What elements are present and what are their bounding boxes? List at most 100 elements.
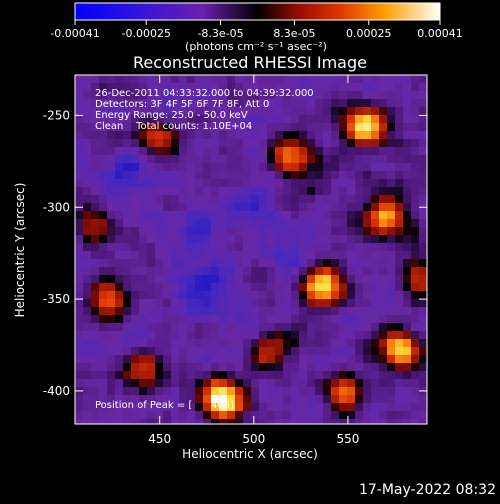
heatmap-cell [163,283,172,292]
heatmap-cell [371,139,380,148]
heatmap-cell [291,379,300,388]
heatmap-cell [75,147,84,156]
heatmap-cell [259,379,268,388]
heatmap-cell [315,163,324,172]
heatmap-cell [387,91,396,100]
heatmap-cell [419,83,427,92]
heatmap-cell [315,259,324,268]
heatmap-cell [283,259,292,268]
heatmap-cell [355,283,364,292]
heatmap-cell [379,387,388,396]
heatmap-cell [355,235,364,244]
heatmap-cell [131,419,140,424]
heatmap-cell [75,195,84,204]
heatmap-cell [411,307,420,316]
heatmap-cell [147,251,156,260]
heatmap-cell [347,323,356,332]
heatmap-cell [419,219,427,228]
heatmap-cell [307,131,316,140]
heatmap-cell [203,339,212,348]
heatmap-cell [99,243,108,252]
heatmap-cell [411,403,420,412]
heatmap-cell [123,147,132,156]
heatmap-cell [299,179,308,188]
heatmap-cell [371,323,380,332]
heatmap-cell [251,331,260,340]
heatmap-cell [371,171,380,180]
heatmap-cell [339,355,348,364]
heatmap-cell [99,323,108,332]
heatmap-cell [187,355,196,364]
heatmap-cell [139,371,148,380]
y-tick-label: -350 [43,292,70,306]
heatmap-cell [283,219,292,228]
heatmap-cell [115,323,124,332]
heatmap-cell [371,283,380,292]
heatmap-cell [163,195,172,204]
heatmap-cell [227,315,236,324]
heatmap-cell [195,107,204,116]
heatmap-cell [307,155,316,164]
heatmap-cell [227,147,236,156]
heatmap-cell [83,259,92,268]
heatmap-cell [91,251,100,260]
heatmap-cell [155,163,164,172]
heatmap-cell [131,355,140,364]
heatmap-cell [139,83,148,92]
heatmap-cell [83,75,92,84]
heatmap-cell [203,299,212,308]
heatmap-cell [235,347,244,356]
heatmap-cell [275,291,284,300]
heatmap-cell [419,267,427,276]
heatmap-cell [171,379,180,388]
heatmap-cell [379,267,388,276]
heatmap-cell [211,315,220,324]
heatmap-cell [211,299,220,308]
heatmap-cell [147,83,156,92]
heatmap-cell [347,387,356,396]
heatmap-cell [75,291,84,300]
heatmap-cell [299,147,308,156]
heatmap-cell [235,339,244,348]
heatmap-cell [131,219,140,228]
heatmap-cell [75,235,84,244]
heatmap-cell [403,267,412,276]
heatmap-cell [323,179,332,188]
heatmap-cell [83,251,92,260]
heatmap-cell [139,203,148,212]
heatmap-cell [395,131,404,140]
heatmap-cell [419,227,427,236]
heatmap-cell [419,123,427,132]
heatmap-cell [315,419,324,424]
heatmap-cell [411,235,420,244]
heatmap-cell [219,403,228,412]
heatmap-cell [235,283,244,292]
heatmap-cell [219,379,228,388]
heatmap-cell [235,291,244,300]
heatmap-cell [147,363,156,372]
heatmap-cell [75,243,84,252]
heatmap-cell [323,211,332,220]
heatmap-cell [275,315,284,324]
heatmap-cell [283,115,292,124]
heatmap-cell [379,363,388,372]
heatmap-cell [83,227,92,236]
heatmap-cell [171,155,180,164]
heatmap-cell [227,371,236,380]
heatmap-cell [107,355,116,364]
heatmap-cell [107,299,116,308]
heatmap-cell [75,299,84,308]
heatmap-cell [211,251,220,260]
heatmap-cell [267,267,276,276]
heatmap-cell [267,379,276,388]
heatmap-cell [307,267,316,276]
heatmap-cell [155,147,164,156]
heatmap-cell [331,331,340,340]
heatmap-cell [179,195,188,204]
heatmap-cell [419,419,427,424]
heatmap-cell [355,123,364,132]
heatmap-cell [147,259,156,268]
heatmap-cell [259,355,268,364]
heatmap-cell [179,179,188,188]
heatmap-cell [299,115,308,124]
